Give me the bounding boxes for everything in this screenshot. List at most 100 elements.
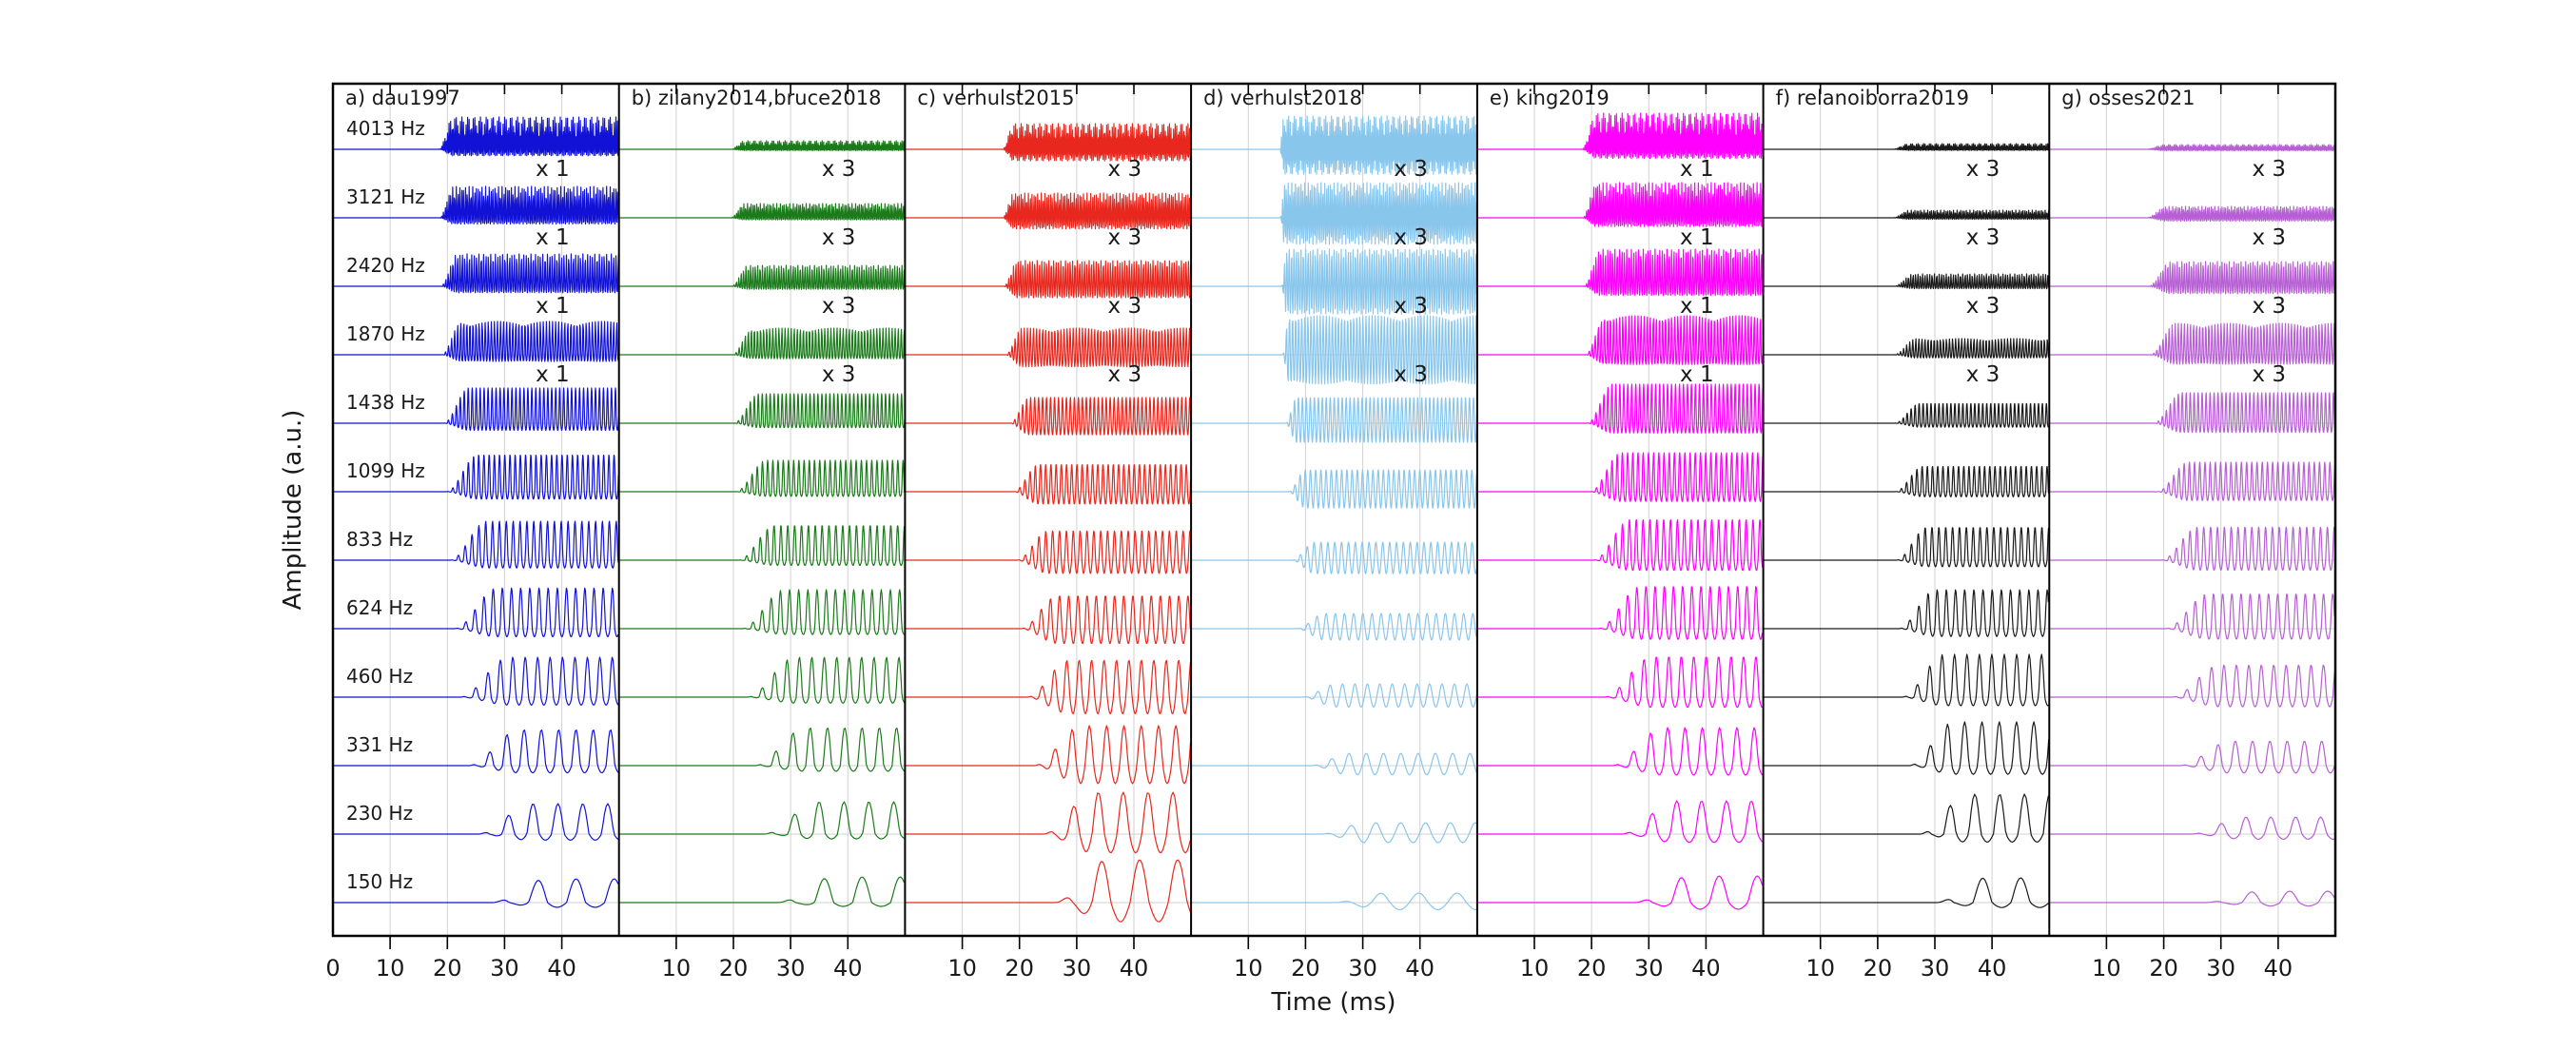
- waveform-trace: [618, 589, 905, 635]
- waveform-trace: [905, 260, 1192, 299]
- panel-title: g) osses2021: [2061, 87, 2195, 109]
- waveform-trace: [618, 393, 906, 429]
- waveform-trace: [1190, 182, 1477, 245]
- waveform-trace: [1190, 315, 1477, 385]
- waveform-trace: [332, 253, 619, 294]
- waveform-trace: [905, 791, 1191, 854]
- scale-annotation: x 1: [536, 294, 570, 319]
- waveform-trace: [1476, 875, 1764, 910]
- frequency-label: 150 Hz: [346, 870, 413, 893]
- frequency-label: 1870 Hz: [346, 322, 425, 345]
- x-tick-label: 10: [947, 955, 977, 982]
- scale-annotation: x 3: [1966, 225, 2000, 250]
- scale-annotation: x 3: [2252, 294, 2286, 319]
- panels-group: a) dau1997 4013 Hz 3121 Hz 2420 Hz 1870 Hz 14…: [325, 82, 2337, 982]
- waveform-trace: [618, 327, 906, 360]
- x-tick-label: 10: [662, 955, 692, 982]
- panel-title: a) dau1997: [345, 87, 460, 109]
- waveform-trace: [1476, 656, 1763, 709]
- waveform-trace: [332, 656, 619, 706]
- waveform-trace: [1476, 452, 1764, 502]
- waveform-trace: [1190, 752, 1477, 776]
- waveform-trace: [1190, 892, 1477, 911]
- scale-annotation: x 3: [1108, 157, 1142, 182]
- waveform-trace: [332, 116, 619, 157]
- x-tick-label: 40: [1691, 955, 1721, 982]
- waveform-trace: [1763, 877, 2049, 908]
- waveform-trace: [1190, 541, 1477, 574]
- scale-annotation: x 1: [1680, 294, 1714, 319]
- waveform-trace: [1763, 721, 2050, 775]
- frequency-label: 460 Hz: [346, 665, 413, 688]
- x-tick-label: 40: [1405, 955, 1434, 982]
- waveform-trace: [905, 192, 1192, 230]
- scale-annotation: x 3: [1394, 362, 1428, 387]
- waveform-trace: [332, 803, 619, 841]
- scale-annotation: x 3: [822, 225, 856, 250]
- waveform-trace: [1763, 465, 2050, 497]
- frequency-label: 3121 Hz: [346, 185, 425, 208]
- scale-annotation: x 1: [1680, 157, 1714, 182]
- waveform-trace: [1476, 248, 1764, 297]
- scale-annotation: x 1: [536, 225, 570, 250]
- waveform-trace: [1476, 519, 1764, 572]
- x-tick-label: 20: [1291, 955, 1320, 982]
- waveform-trace: [905, 327, 1192, 368]
- x-tick-label: 10: [2092, 955, 2121, 982]
- x-tick-label: 20: [719, 955, 749, 982]
- waveform-trace: [1190, 397, 1477, 443]
- waveform-trace: [2049, 664, 2335, 708]
- waveform-trace: [1476, 727, 1764, 776]
- x-tick-label: 20: [1864, 955, 1893, 982]
- x-tick-label: 20: [1577, 955, 1607, 982]
- x-tick-label: 30: [1063, 955, 1092, 982]
- waveform-trace: [618, 459, 906, 497]
- waveform-trace: [618, 264, 906, 290]
- waveform-trace: [2049, 461, 2335, 501]
- waveform-trace: [1763, 589, 2049, 637]
- waveform-trace: [1190, 115, 1477, 175]
- panel-title: e) king2019: [1490, 87, 1610, 109]
- scale-annotation: x 3: [2252, 362, 2286, 387]
- x-tick-label: 10: [1805, 955, 1835, 982]
- waveform-trace: [2049, 261, 2336, 295]
- scale-annotation: x 3: [1108, 225, 1142, 250]
- x-tick-label: 20: [1005, 955, 1034, 982]
- waveform-trace: [1763, 402, 2050, 428]
- x-tick-label: 30: [776, 955, 806, 982]
- waveform-trace: [332, 729, 619, 774]
- waveform-trace: [618, 140, 906, 151]
- frequency-label: 331 Hz: [346, 733, 413, 756]
- waveform-trace: [1763, 527, 2050, 568]
- waveform-trace: [1763, 143, 2050, 151]
- scale-annotation: x 3: [1966, 157, 2000, 182]
- waveform-trace: [2049, 205, 2336, 223]
- waveform-trace: [1476, 383, 1764, 434]
- waveform-trace: [905, 530, 1191, 574]
- waveform-trace: [2049, 890, 2335, 907]
- x-tick-label: 40: [833, 955, 863, 982]
- waveform-trace: [1763, 273, 2050, 290]
- x-tick-label: 10: [376, 955, 405, 982]
- panel-title: c) verhulst2015: [917, 87, 1074, 109]
- waveform-trace: [905, 595, 1191, 644]
- scale-annotation: x 3: [1108, 362, 1142, 387]
- x-tick-label: 20: [433, 955, 462, 982]
- waveform-trace: [905, 659, 1192, 714]
- waveform-trace: [332, 878, 619, 908]
- waveform-trace: [1476, 800, 1764, 844]
- waveform-trace: [1763, 653, 2050, 707]
- x-tick-label: 40: [1978, 955, 2007, 982]
- scale-annotation: x 3: [1966, 362, 2000, 387]
- scale-annotation: x 3: [1394, 225, 1428, 250]
- x-tick-label: 30: [490, 955, 519, 982]
- x-tick-label: 40: [2264, 955, 2293, 982]
- x-tick-label: 10: [1520, 955, 1550, 982]
- waveform-trace: [905, 859, 1191, 923]
- y-axis-title: Amplitude (a.u.): [279, 410, 307, 611]
- scale-annotation: x 1: [1680, 225, 1714, 250]
- waveform-trace: [1190, 612, 1477, 641]
- scale-annotation: x 1: [1680, 362, 1714, 387]
- waveform-trace: [2049, 526, 2335, 571]
- waveform-trace: [2049, 322, 2336, 365]
